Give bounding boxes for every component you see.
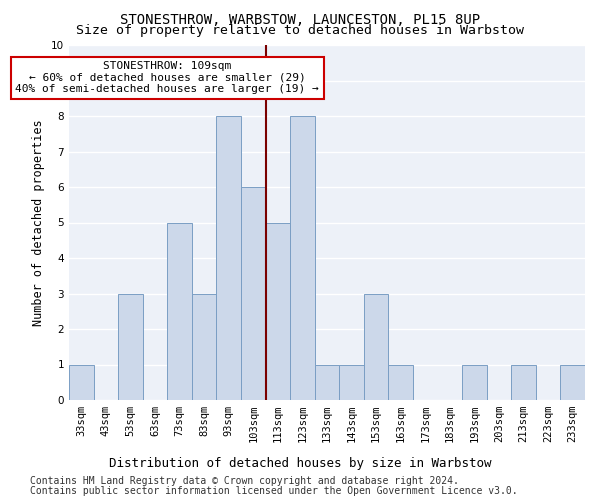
Text: STONESTHROW, WARBSTOW, LAUNCESTON, PL15 8UP: STONESTHROW, WARBSTOW, LAUNCESTON, PL15 …	[120, 12, 480, 26]
Bar	[217, 116, 241, 400]
Bar	[266, 222, 290, 400]
Bar	[388, 364, 413, 400]
Text: Contains public sector information licensed under the Open Government Licence v3: Contains public sector information licen…	[30, 486, 518, 496]
Text: Size of property relative to detached houses in Warbstow: Size of property relative to detached ho…	[76, 24, 524, 37]
Y-axis label: Number of detached properties: Number of detached properties	[32, 119, 46, 326]
Text: Distribution of detached houses by size in Warbstow: Distribution of detached houses by size …	[109, 458, 491, 470]
Bar	[560, 364, 585, 400]
Bar	[167, 222, 192, 400]
Text: Contains HM Land Registry data © Crown copyright and database right 2024.: Contains HM Land Registry data © Crown c…	[30, 476, 459, 486]
Bar	[511, 364, 536, 400]
Bar	[290, 116, 315, 400]
Bar	[462, 364, 487, 400]
Bar	[339, 364, 364, 400]
Bar	[241, 187, 266, 400]
Text: STONESTHROW: 109sqm
← 60% of detached houses are smaller (29)
40% of semi-detach: STONESTHROW: 109sqm ← 60% of detached ho…	[16, 61, 319, 94]
Bar	[118, 294, 143, 400]
Bar	[69, 364, 94, 400]
Bar	[364, 294, 388, 400]
Bar	[315, 364, 339, 400]
Bar	[192, 294, 217, 400]
